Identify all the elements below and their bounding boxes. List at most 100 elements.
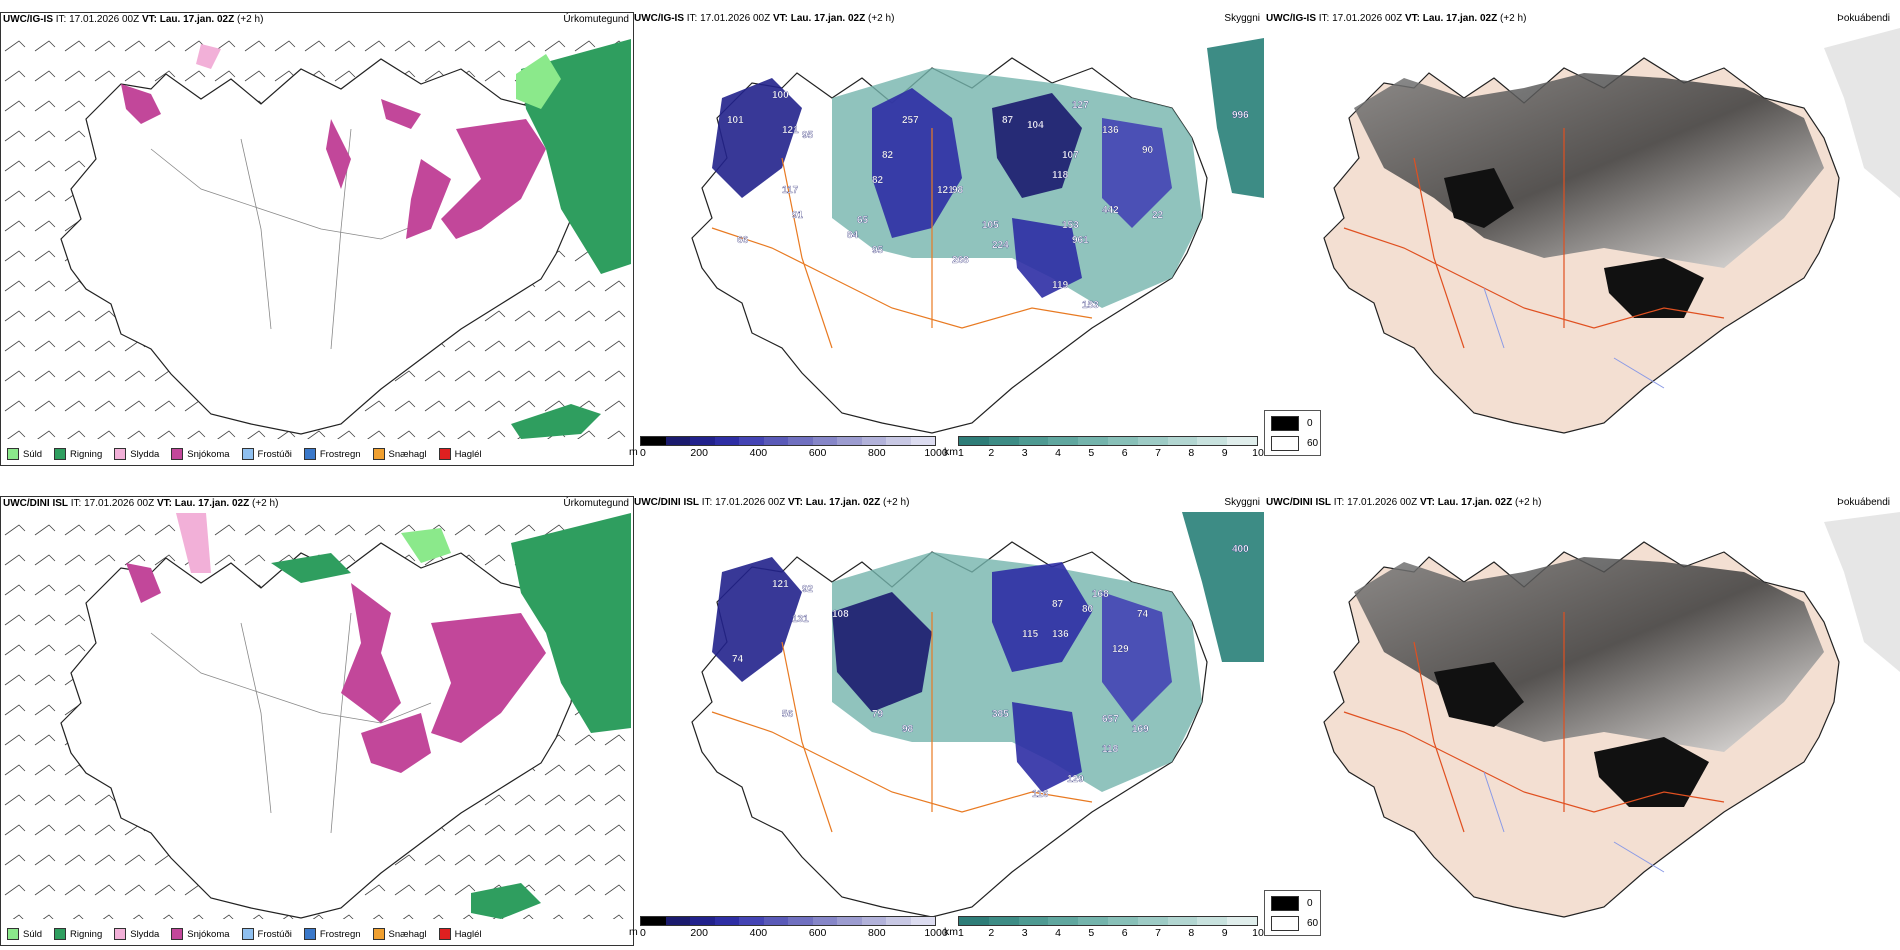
ceiling-value-label: 257 (902, 115, 919, 126)
colorbar-segment (837, 437, 862, 445)
visibility-colorbar: 1 2 3 4 5 6 7 8 9 10 km (944, 916, 1264, 939)
panel-title: Úrkomutegund (563, 14, 629, 25)
snow-area (361, 713, 431, 773)
ceiling-area (712, 557, 802, 682)
precip-map-svg (1, 513, 631, 919)
rain-area (511, 404, 601, 439)
roads (711, 128, 1093, 349)
ceiling-value-label: 92 (802, 584, 814, 595)
legend-label: Snæhagl (388, 928, 427, 940)
snow-area (126, 563, 161, 603)
fog-sea-area (1824, 28, 1900, 198)
colorbar-tick: 6 (1121, 447, 1128, 459)
fog-map-svg (1323, 512, 1900, 918)
legend-swatch (372, 928, 385, 940)
ceiling-value-label: 56 (782, 709, 794, 720)
panel-header: UWC/DINI ISL IT: 17.01.2026 00Z VT: Lau.… (3, 498, 629, 509)
colorbar-segment (1107, 437, 1138, 445)
ceiling-value-label: 127 (1072, 100, 1089, 111)
legend-label: Rigning (70, 448, 103, 460)
ceiling-value-label: 385 (992, 709, 1009, 720)
panel-header: UWC/IG-IS IT: 17.01.2026 00Z VT: Lau. 17… (634, 13, 1260, 24)
colorbar-segment (665, 437, 690, 445)
panel-title: Skyggni (1224, 497, 1260, 508)
ceiling-value-label: 117 (782, 185, 799, 196)
legend-item: Frostúði (241, 448, 292, 460)
ceiling-panel-top: UWC/IG-IS IT: 17.01.2026 00Z VT: Lau. 17… (629, 12, 1264, 464)
ceiling-area (712, 78, 802, 198)
snow-area (431, 613, 546, 743)
ceiling-colorbar: 0 200 400 600 800 1000 m (629, 916, 948, 939)
colorbar-tick: 4 (1055, 927, 1061, 939)
ceiling-value-label: 82 (872, 175, 884, 186)
ceiling-value-label: 996 (1232, 110, 1249, 121)
legend-swatch (241, 928, 254, 940)
colorbar-segment (1107, 917, 1138, 925)
colorbar-segment (1078, 437, 1108, 445)
colorbar-tick: 8 (1188, 447, 1195, 459)
colorbar-tick: 9 (1221, 447, 1228, 459)
colorbar-segment (1227, 917, 1257, 925)
ceiling-value-label: 84 (847, 230, 859, 241)
colorbar-segment (812, 917, 837, 925)
ceiling-area (1012, 702, 1082, 792)
ceiling-panel-bottom: UWC/DINI ISL IT: 17.01.2026 00Z VT: Lau.… (629, 496, 1264, 944)
legend-swatch (54, 928, 67, 940)
legend-label: Súld (23, 928, 43, 940)
colorbar-segment (959, 917, 989, 925)
colorbar-segment (788, 917, 813, 925)
ceiling-value-label: 107 (1062, 150, 1079, 161)
ceiling-value-label: 131 (792, 614, 809, 625)
ceiling-area (992, 93, 1082, 198)
colorbar-tick: 3 (1021, 927, 1028, 939)
legend-label: Frostregn (319, 928, 361, 940)
colorbar-segment (714, 437, 739, 445)
fog-sea-area (1824, 512, 1900, 672)
colorbar-segment (763, 437, 788, 445)
colorbar-segment (910, 917, 935, 925)
colorbar-tick: 4 (1055, 447, 1061, 459)
snow-area (406, 159, 451, 239)
colorbar-tick: 10 (1252, 927, 1264, 939)
legend-label: Frostúði (257, 448, 292, 460)
colorbar-tick: 600 (808, 927, 827, 939)
legend-label: Frostregn (319, 448, 361, 460)
fog-panel-bottom: UWC/DINI ISL IT: 17.01.2026 00Z VT: Lau.… (1264, 496, 1900, 944)
precip-legend: Súld Rigning Slydda Snjókoma Frostúði Frostre… (1, 443, 633, 465)
ceiling-value-label: 105 (982, 220, 999, 231)
fog-panel-top: UWC/IG-IS IT: 17.01.2026 00Z VT: Lau. 17… (1264, 12, 1900, 464)
ceiling-map-svg: 121 92 80 168 87 74 131 108 74 115 136 129 56 79 98 385… (691, 512, 1264, 918)
legend-swatch (303, 928, 316, 940)
colorbar-tick: 9 (1221, 927, 1228, 939)
colorbar-segment (1048, 437, 1079, 445)
colorbar-tick: 1 (958, 927, 964, 939)
panel-header: UWC/IG-IS IT: 17.01.2026 00Z VT: Lau. 17… (1266, 13, 1890, 24)
legend-swatch (114, 448, 127, 460)
ceiling-colorbar: 0 200 400 600 800 1000 m (629, 436, 948, 459)
colorbar-tick: 400 (749, 927, 768, 939)
legend-swatch (114, 928, 127, 940)
legend-label: Frostúði (257, 928, 292, 940)
colorbar-tick: 1000 (924, 927, 948, 939)
panel-header: UWC/DINI ISL IT: 17.01.2026 00Z VT: Lau.… (634, 497, 1260, 508)
colorbar-segment (1167, 437, 1198, 445)
ceiling-area (1102, 118, 1172, 228)
ceiling-value-label: 74 (1137, 609, 1149, 620)
colorbar-segment (1197, 917, 1228, 925)
ceiling-value-label: 118 (1052, 170, 1069, 181)
ceiling-unit: m (629, 926, 638, 938)
ceiling-area (872, 88, 962, 238)
ceiling-value-label: 129 (1067, 774, 1084, 785)
colorbar-segment (1137, 437, 1168, 445)
ceiling-area (1102, 592, 1172, 722)
ceiling-value-label: 87 (1002, 115, 1014, 126)
ceiling-unit: m (629, 446, 638, 458)
legend-label: Haglél (454, 928, 482, 940)
visibility-unit: km (944, 926, 958, 938)
ceiling-value-label: 79 (872, 709, 884, 720)
colorbar-tick: 6 (1121, 927, 1128, 939)
legend-swatch (438, 448, 451, 460)
ceiling-value-label: 168 (1092, 589, 1109, 600)
colorbar-segment (988, 917, 1019, 925)
